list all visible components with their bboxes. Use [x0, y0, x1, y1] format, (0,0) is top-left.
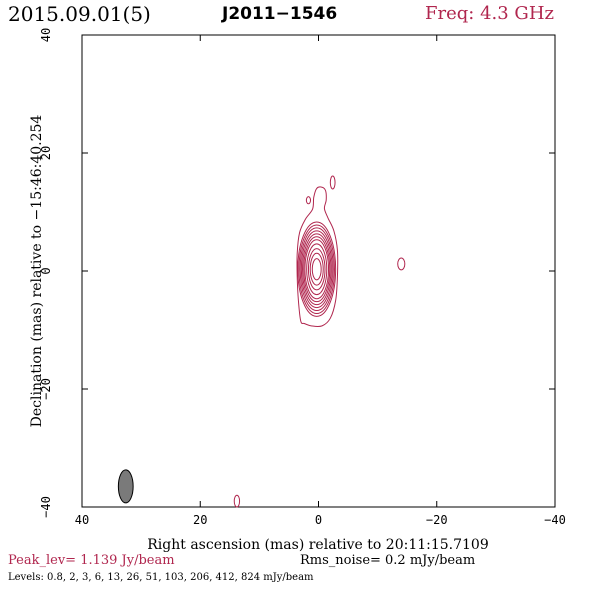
contour-island-2 — [397, 257, 406, 271]
y-tick-label-0: −40 — [39, 496, 53, 518]
frequency-label: Freq: 4.3 GHz — [425, 3, 554, 24]
contour-core-1 — [298, 224, 335, 314]
rms-noise: Rms_noise= 0.2 mJy/beam — [300, 553, 476, 568]
contour-outer-jet — [296, 186, 339, 328]
contour-core-8 — [307, 248, 326, 291]
y-tick-label-4: 40 — [39, 28, 53, 42]
plot-frame — [81, 34, 556, 508]
beam-ellipse — [117, 469, 134, 504]
contour-island-0 — [305, 196, 312, 205]
contour-core-3 — [300, 230, 333, 309]
contour-group — [233, 175, 406, 508]
y-tick-label-2: 0 — [39, 267, 53, 274]
x-tick-label-2: 0 — [315, 513, 322, 527]
x-tick-label-1: 20 — [193, 513, 207, 527]
x-tick-label-4: −40 — [544, 513, 566, 527]
y-tick-label-1: −20 — [39, 378, 53, 400]
beam-group — [117, 469, 134, 504]
contour-core-5 — [303, 236, 331, 303]
contour-core-2 — [299, 227, 334, 312]
source-name: J2011−1546 — [222, 4, 338, 24]
contour-core-7 — [306, 243, 328, 296]
contour-core-10 — [311, 258, 322, 281]
axis-ticks — [81, 34, 556, 508]
contour-levels: Levels: 0.8, 2, 3, 6, 13, 26, 51, 103, 2… — [8, 572, 314, 583]
x-tick-label-0: 40 — [75, 513, 89, 527]
contour-core-0 — [297, 221, 337, 317]
contour-core-4 — [302, 233, 332, 306]
y-tick-label-3: 20 — [39, 146, 53, 160]
epoch-label: 2015.09.01(5) — [8, 2, 151, 26]
contour-island-1 — [329, 175, 336, 190]
axis-tick-labels: 40 20 0 −20 −40 −40 −20 0 20 40 — [39, 28, 566, 527]
peak-level: Peak_lev= 1.139 Jy/beam — [8, 553, 175, 568]
y-axis-label: Declination (mas) relative to −15:46:40.… — [29, 115, 45, 428]
contour-core-9 — [309, 252, 324, 286]
contour-island-3 — [233, 494, 241, 508]
x-axis-label: Right ascension (mas) relative to 20:11:… — [147, 537, 489, 553]
contour-core-6 — [304, 239, 330, 300]
x-tick-label-3: −20 — [426, 513, 448, 527]
